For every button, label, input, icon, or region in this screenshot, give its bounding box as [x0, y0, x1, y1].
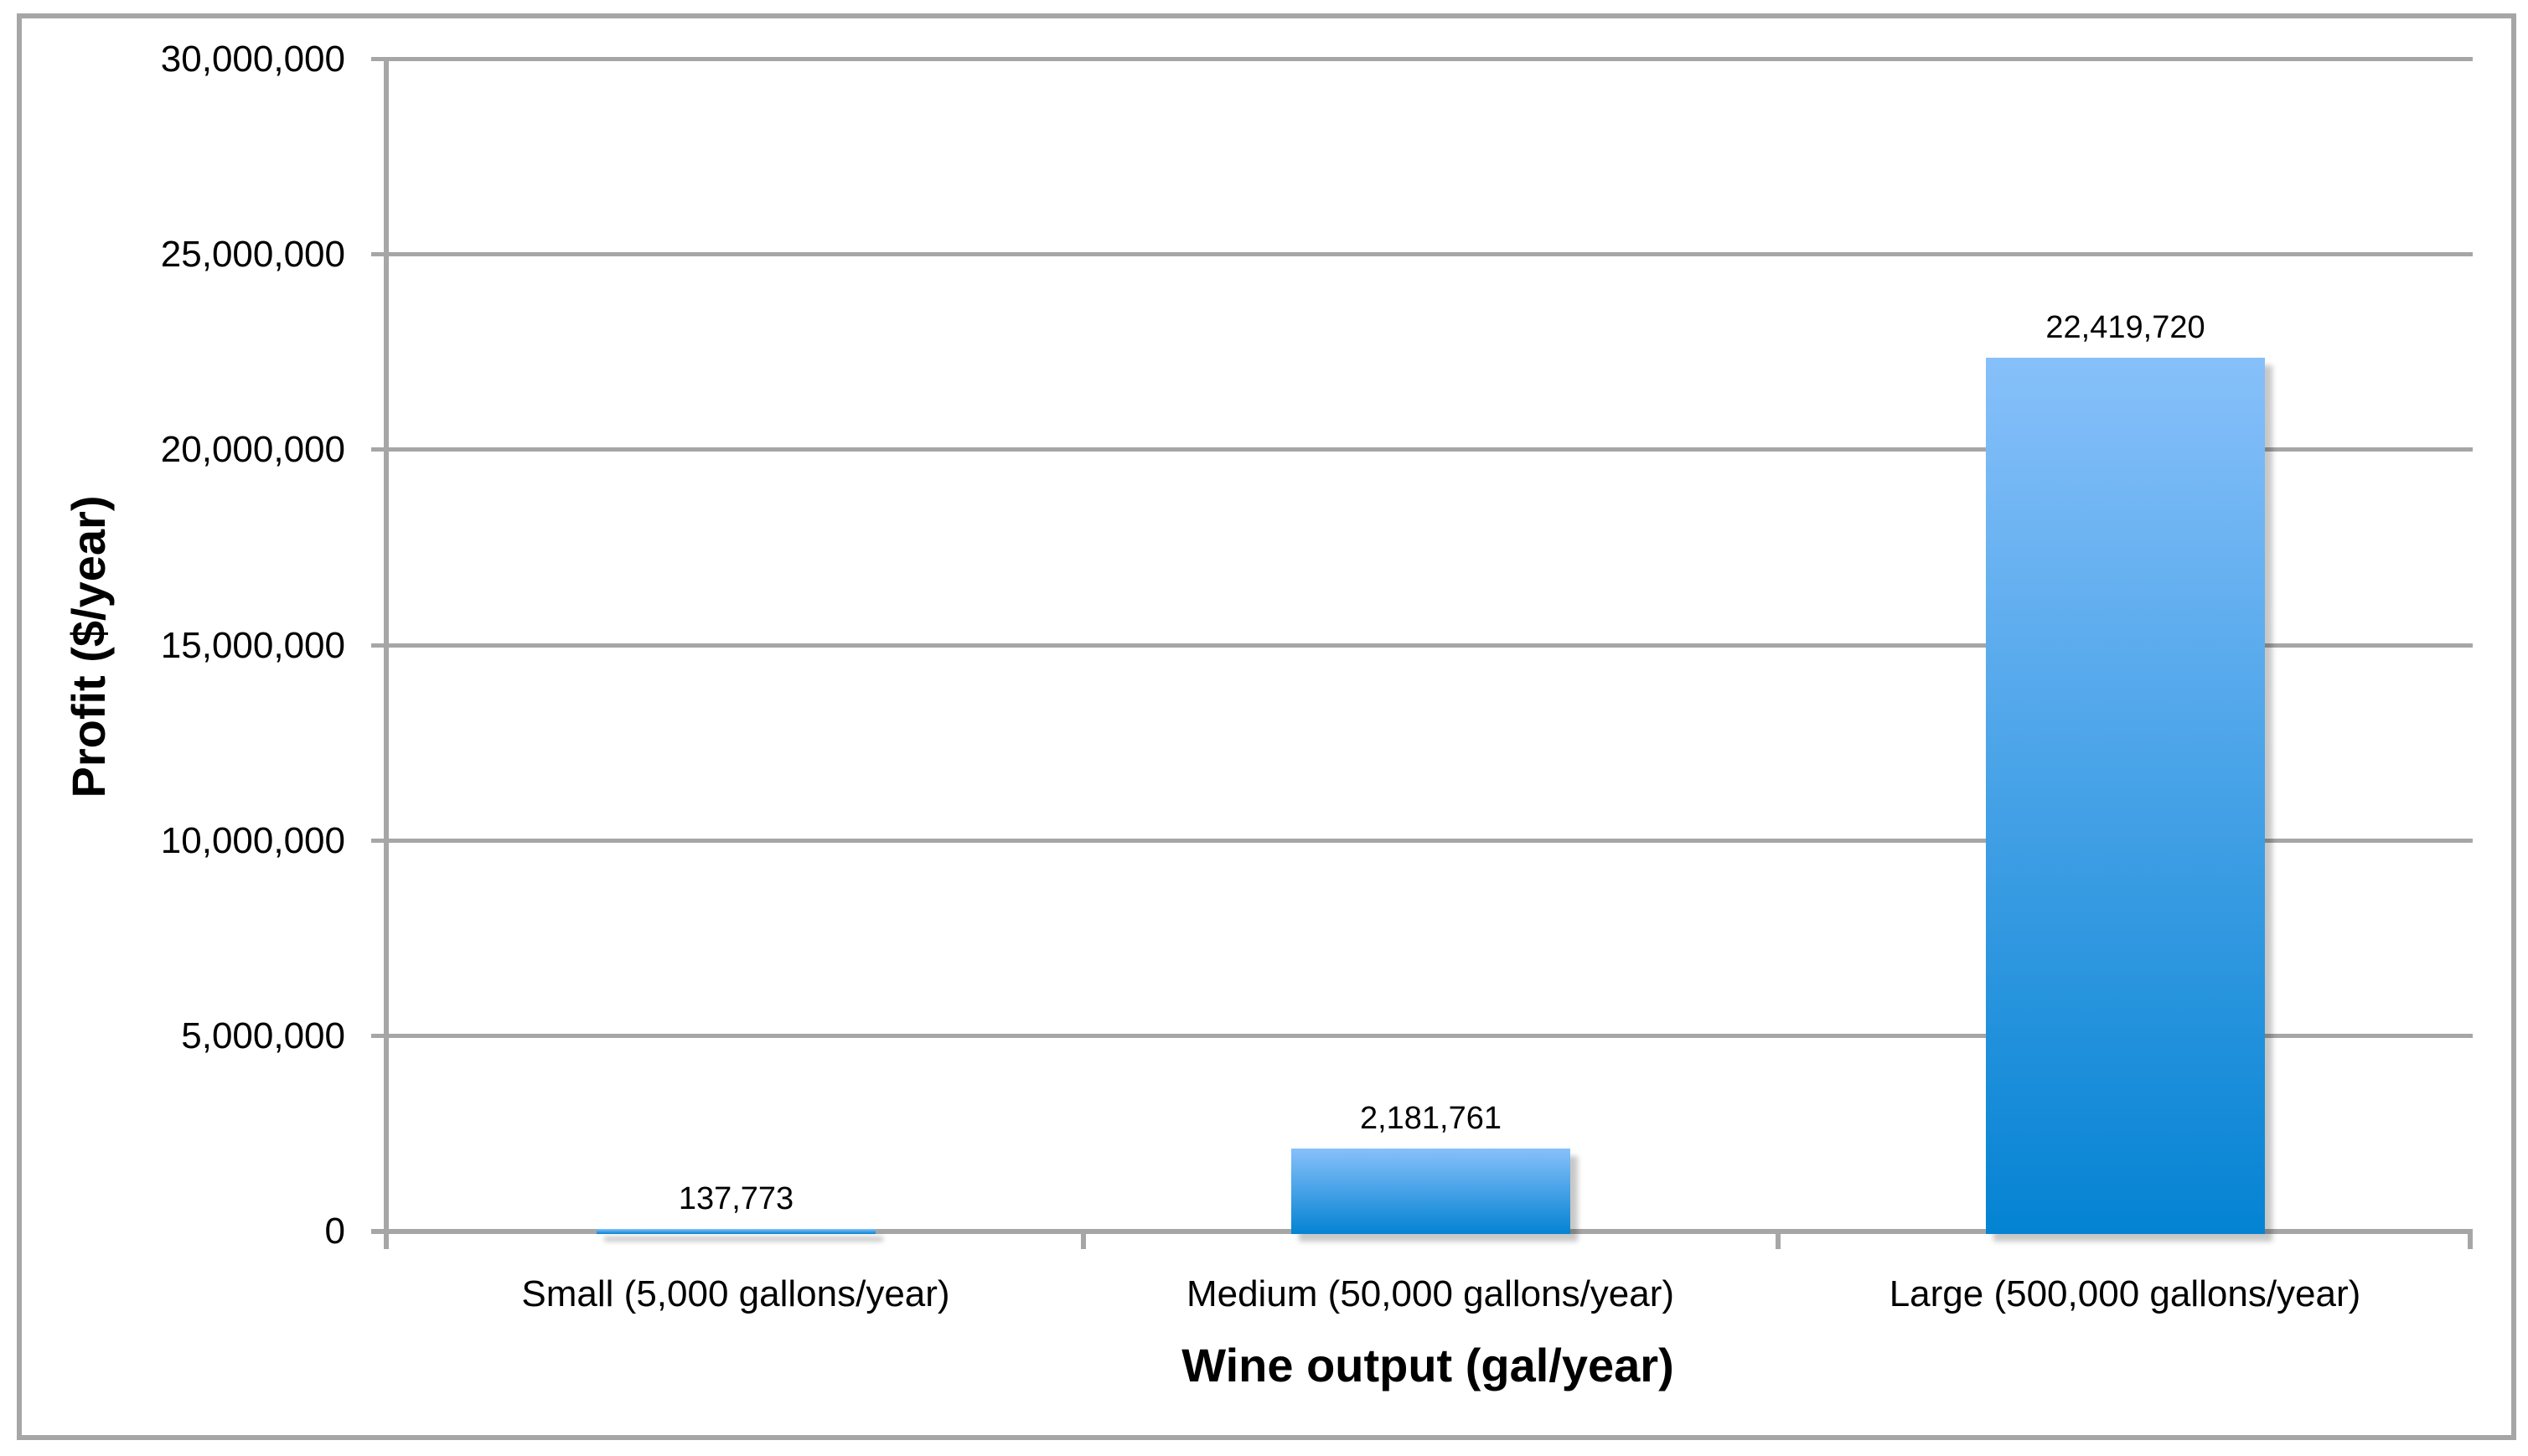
- y-tick-label: 20,000,000: [160, 429, 345, 470]
- y-axis-tick: [371, 252, 384, 256]
- x-axis-title: Wine output (gal/year): [1181, 1339, 1674, 1391]
- x-axis-tick: [384, 1231, 389, 1249]
- bar-value-label: 137,773: [678, 1181, 794, 1216]
- gridline: [389, 57, 2473, 61]
- category-label-large: Large (500,000 gallons/year): [1889, 1273, 2361, 1314]
- y-axis-tick: [371, 839, 384, 843]
- y-axis-tick: [371, 643, 384, 648]
- bar-slot-large: 22,419,720: [1778, 309, 2473, 1234]
- bar-value-label: 2,181,761: [1359, 1101, 1502, 1136]
- gridline: [389, 839, 2473, 843]
- y-axis-line: [384, 57, 389, 1234]
- y-axis-tick: [371, 447, 384, 452]
- plot-area: 137,773 2,181,761 22,419,720: [371, 57, 2473, 1249]
- y-tick-label: 10,000,000: [160, 820, 345, 861]
- y-tick-label: 30,000,000: [160, 39, 345, 80]
- gridline: [389, 252, 2473, 256]
- x-axis-tick: [2468, 1231, 2473, 1249]
- category-label-medium: Medium (50,000 gallons/year): [1186, 1273, 1675, 1314]
- gridline: [389, 447, 2473, 452]
- y-axis-title: Profit ($/year): [62, 495, 115, 798]
- y-tick-label: 5,000,000: [181, 1015, 345, 1056]
- y-axis-tick: [371, 57, 384, 61]
- x-axis-tick: [1081, 1231, 1086, 1249]
- bar-small: [597, 1229, 876, 1234]
- bar-slot-medium: 2,181,761: [1083, 1100, 1778, 1234]
- x-axis-tick: [1776, 1231, 1781, 1249]
- gridline: [389, 1034, 2473, 1038]
- y-tick-label: 25,000,000: [160, 234, 345, 275]
- bar-value-label: 22,419,720: [2045, 310, 2205, 345]
- y-tick-label: 15,000,000: [160, 625, 345, 666]
- category-label-small: Small (5,000 gallons/year): [521, 1273, 950, 1314]
- y-axis-tick: [371, 1034, 384, 1038]
- bar-large: [1986, 358, 2265, 1234]
- bar-slot-small: 137,773: [389, 1180, 1083, 1234]
- gridline: [389, 643, 2473, 648]
- bar-medium: [1291, 1149, 1570, 1234]
- chart-border: [17, 13, 2516, 1440]
- y-tick-label: 0: [324, 1211, 345, 1252]
